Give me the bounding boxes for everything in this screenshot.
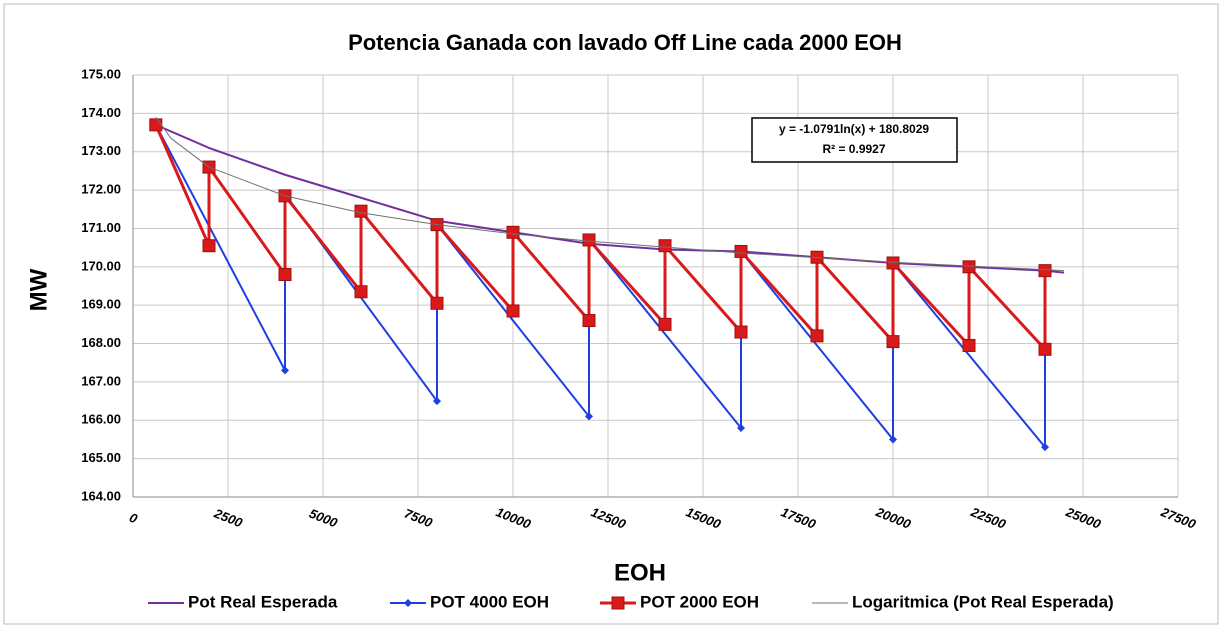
data-point	[582, 233, 596, 247]
y-tick-label: 167.00	[81, 373, 121, 388]
data-point	[582, 314, 596, 328]
y-tick-label: 172.00	[81, 182, 121, 197]
y-tick-label: 164.00	[81, 488, 121, 503]
legend-item: Pot Real Esperada	[148, 592, 338, 611]
y-tick-label: 169.00	[81, 297, 121, 312]
data-point	[734, 325, 748, 339]
data-point	[506, 225, 520, 239]
series-line	[155, 116, 1065, 272]
data-point	[734, 244, 748, 258]
annotation-text: y = -1.0791ln(x) + 180.8029	[779, 122, 929, 136]
data-point	[886, 256, 900, 270]
data-point	[1038, 264, 1052, 278]
chart-title: Potencia Ganada con lavado Off Line cada…	[348, 30, 902, 55]
chart-frame	[3, 3, 1219, 625]
y-tick-label: 165.00	[81, 450, 121, 465]
data-point	[962, 338, 976, 352]
annotation-box	[751, 117, 958, 163]
legend-label: Logaritmica (Pot Real Esperada)	[852, 592, 1114, 611]
y-tick-label: 170.00	[81, 258, 121, 273]
legend-marker	[611, 596, 625, 610]
data-point	[202, 239, 216, 253]
data-point	[354, 285, 368, 299]
data-point	[886, 335, 900, 349]
series-line	[155, 123, 1065, 274]
x-axis-label: EOH	[614, 559, 666, 586]
y-tick-label: 174.00	[81, 105, 121, 120]
data-point	[1038, 342, 1052, 356]
data-point	[354, 204, 368, 218]
legend-marker	[404, 599, 412, 607]
data-point	[658, 317, 672, 331]
data-point	[430, 296, 444, 310]
data-point	[506, 304, 520, 318]
data-point	[889, 435, 897, 444]
legend-item: Logaritmica (Pot Real Esperada)	[812, 592, 1114, 611]
data-point	[737, 423, 745, 432]
y-tick-label: 171.00	[81, 220, 121, 235]
data-point	[149, 118, 163, 132]
annotation-text: R² = 0.9927	[822, 142, 885, 156]
y-tick-label: 175.00	[81, 66, 121, 81]
y-tick-label: 168.00	[81, 335, 121, 350]
data-point	[433, 397, 441, 406]
y-tick-label: 166.00	[81, 412, 121, 427]
data-point	[962, 260, 976, 274]
legend-label: POT 2000 EOH	[640, 592, 759, 611]
data-point	[585, 412, 593, 421]
data-point	[281, 366, 289, 375]
y-tick-label: 173.00	[81, 143, 121, 158]
data-point	[1041, 443, 1049, 452]
legend-label: POT 4000 EOH	[430, 592, 549, 611]
data-point	[658, 239, 672, 253]
y-axis-label: MW	[25, 268, 52, 311]
legend-label: Pot Real Esperada	[188, 592, 338, 611]
data-point	[278, 267, 292, 281]
data-point	[810, 329, 824, 343]
